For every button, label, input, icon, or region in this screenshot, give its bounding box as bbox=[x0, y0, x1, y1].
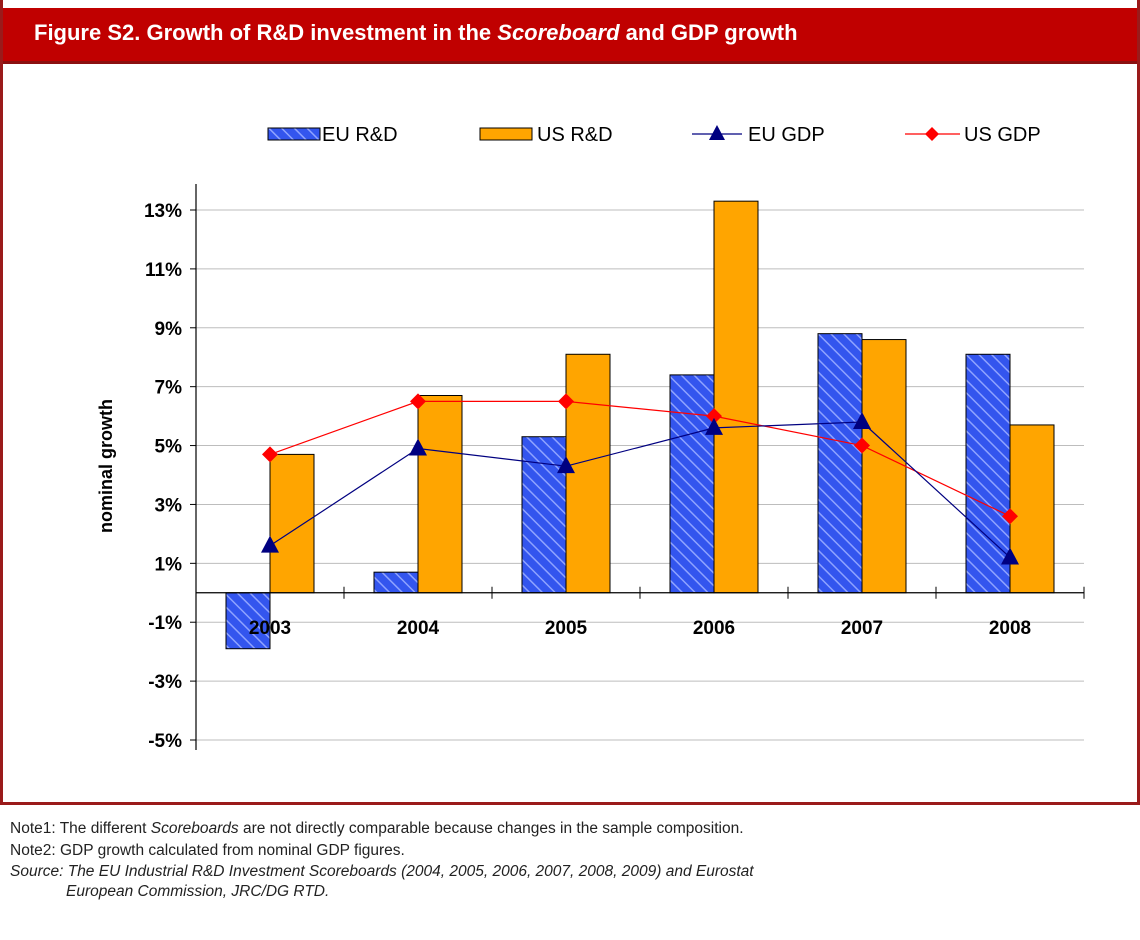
eu-rd-bar bbox=[965, 353, 1011, 594]
x-tick-label: 2005 bbox=[545, 618, 588, 639]
eu-rd-bar bbox=[225, 592, 271, 650]
us-rd-bar bbox=[565, 353, 611, 594]
x-tick-label: 2008 bbox=[989, 618, 1031, 639]
chart-legend: EU R&D US R&D EU GDP US GDP bbox=[267, 124, 1041, 146]
legend-label-eu-rd: EU R&D bbox=[322, 124, 398, 146]
eu-gdp-marker bbox=[261, 535, 279, 553]
eu-gdp-marker bbox=[557, 456, 575, 474]
x-tick-label: 2006 bbox=[693, 618, 735, 639]
title-prefix: Figure S2. Growth of R&D investment in t… bbox=[34, 20, 498, 45]
us-gdp-line bbox=[269, 400, 1011, 517]
us-rd-bar bbox=[417, 395, 463, 594]
note-1: Note1: The different Scoreboards are not… bbox=[10, 818, 744, 840]
source-line-1: Source: The EU Industrial R&D Investment… bbox=[10, 863, 754, 880]
y-tick-label: 13% bbox=[144, 201, 182, 222]
legend-label-eu-gdp: EU GDP bbox=[748, 124, 825, 146]
us-gdp-marker bbox=[262, 446, 278, 463]
eu-rd-bar bbox=[817, 333, 863, 594]
eu-gdp-marker bbox=[705, 417, 723, 435]
legend-swatch-eu-rd bbox=[267, 127, 321, 141]
y-tick-label: -1% bbox=[148, 613, 182, 634]
eu-gdp-marker bbox=[1001, 547, 1019, 565]
gdp-lines bbox=[261, 393, 1019, 565]
note-1-emphasis: Scoreboards bbox=[150, 820, 239, 837]
x-tick-label: 2007 bbox=[841, 618, 883, 639]
us-gdp-marker bbox=[706, 408, 722, 425]
bars bbox=[225, 200, 1055, 650]
legend-marker-eu-gdp bbox=[709, 125, 725, 140]
us-rd-bar bbox=[1009, 424, 1055, 594]
us-rd-bar bbox=[861, 339, 907, 594]
us-gdp-marker bbox=[1002, 508, 1018, 525]
eu-rd-bar bbox=[373, 571, 419, 594]
note-1-suffix: are not directly comparable because chan… bbox=[238, 820, 744, 837]
legend-marker-us-gdp bbox=[925, 127, 939, 141]
y-tick-label: 9% bbox=[155, 319, 183, 340]
x-tick-label: 2004 bbox=[397, 618, 440, 639]
eu-gdp-line bbox=[269, 421, 1011, 558]
y-tick-label: -3% bbox=[148, 672, 182, 693]
y-tick-label: 5% bbox=[155, 437, 183, 458]
figure-title-bar: Figure S2. Growth of R&D investment in t… bbox=[0, 8, 1140, 64]
us-gdp-marker bbox=[410, 393, 426, 410]
note-2: Note2: GDP growth calculated from nomina… bbox=[10, 842, 405, 859]
us-rd-bar bbox=[269, 453, 315, 594]
legend-label-us-rd: US R&D bbox=[537, 124, 613, 146]
gridlines bbox=[196, 209, 1084, 741]
growth-chart: EU R&D US R&D EU GDP US GDP 13%11%9%7%5%3%1… bbox=[96, 124, 1085, 752]
us-gdp-marker bbox=[854, 437, 870, 454]
title-suffix: and GDP growth bbox=[619, 20, 798, 45]
eu-gdp-marker bbox=[853, 412, 871, 429]
eu-gdp-marker bbox=[409, 438, 427, 456]
y-axis: 13% 11% 9% 7% 5% 3% 1% -1% -3% -5% bbox=[144, 184, 197, 752]
y-tick-label: 3% bbox=[155, 495, 183, 516]
eu-rd-bar bbox=[669, 374, 715, 594]
figure-title: Figure S2. Growth of R&D investment in t… bbox=[34, 20, 798, 46]
y-tick-label: -5% bbox=[148, 731, 182, 752]
source-line-2: European Commission, JRC/DG RTD. bbox=[66, 883, 330, 900]
note-1-prefix: Note1: The different bbox=[10, 820, 151, 837]
legend-label-us-gdp: US GDP bbox=[964, 124, 1041, 146]
us-rd-bar bbox=[713, 200, 759, 594]
figure-frame bbox=[0, 0, 1140, 805]
eu-rd-bar bbox=[521, 436, 567, 594]
y-tick-label: 11% bbox=[145, 260, 182, 281]
title-emphasis: Scoreboard bbox=[497, 20, 620, 45]
source-note: Source: The EU Industrial R&D Investment… bbox=[10, 862, 754, 902]
legend-swatch-us-rd bbox=[479, 127, 533, 141]
y-tick-label: 7% bbox=[155, 378, 183, 399]
notes: Note1: The different Scoreboards are not… bbox=[10, 818, 744, 862]
x-tick-label: 2003 bbox=[249, 618, 291, 639]
x-axis: 2003 2004 2005 2006 2007 2008 bbox=[196, 586, 1085, 639]
us-gdp-marker bbox=[558, 393, 574, 410]
y-axis-label: nominal growth bbox=[96, 399, 116, 533]
y-tick-label: 1% bbox=[155, 554, 183, 575]
